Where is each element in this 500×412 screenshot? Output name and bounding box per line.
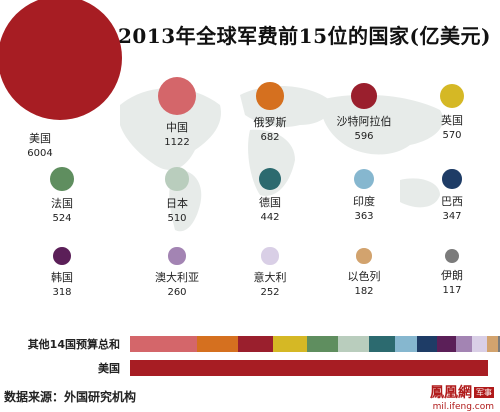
- country-name-2: 俄罗斯: [253, 115, 287, 129]
- country-name-12: 意大利: [253, 270, 287, 284]
- country-bubbles: 美国 6004 中国 1122 俄罗斯 682 沙特阿拉伯 596 英国 570 法国 524 日本 51…: [0, 0, 497, 299]
- country-value-11: 260: [167, 286, 187, 298]
- bubble-7: [259, 168, 281, 190]
- bar-segment-13: [486, 336, 498, 352]
- country-6: 日本 510: [132, 167, 222, 224]
- others-bar-label: 其他14国预算总和: [27, 338, 120, 351]
- country-name-1: 中国: [166, 121, 188, 134]
- country-value-14: 117: [442, 285, 462, 296]
- bubble-4: [439, 83, 465, 109]
- country-name-4: 英国: [441, 114, 463, 128]
- bar-segment-12: [471, 336, 487, 352]
- country-name-7: 德国: [259, 195, 281, 209]
- country-2: 俄罗斯 682: [225, 82, 315, 143]
- others-stacked-bar: [130, 336, 500, 352]
- country-name-0: 美国: [29, 132, 51, 145]
- bar-segment-5: [307, 336, 339, 352]
- country-name-14: 伊朗: [441, 269, 463, 282]
- country-name-3: 沙特阿拉伯: [336, 114, 392, 128]
- bar-segment-9: [416, 336, 438, 352]
- country-name-5: 法国: [51, 196, 73, 210]
- logo-url: mil.ifeng.com: [432, 402, 494, 412]
- country-7: 德国 442: [225, 168, 315, 223]
- country-value-13: 182: [354, 285, 374, 297]
- country-value-8: 363: [354, 210, 374, 222]
- country-10: 韩国 318: [17, 246, 107, 299]
- country-value-6: 510: [167, 212, 187, 224]
- bubble-10: [52, 246, 72, 266]
- country-1: 中国 1122: [132, 77, 222, 148]
- country-11: 澳大利亚 260: [132, 247, 222, 298]
- country-name-13: 以色列: [347, 269, 381, 283]
- bar-segment-6: [338, 336, 369, 352]
- country-value-9: 347: [442, 210, 462, 222]
- country-value-12: 252: [260, 286, 280, 298]
- country-12: 意大利 252: [225, 247, 315, 298]
- bar-segment-7: [368, 336, 396, 352]
- logo-main: 鳳凰網: [430, 385, 472, 401]
- world-map-background: [120, 85, 444, 232]
- country-value-5: 524: [52, 212, 72, 224]
- country-5: 法国 524: [17, 167, 107, 224]
- bubble-9: [442, 169, 462, 189]
- bubble-12: [261, 247, 279, 265]
- country-value-0: 6004: [27, 148, 53, 159]
- country-value-7: 442: [260, 211, 280, 223]
- bubble-5: [50, 167, 74, 191]
- country-value-4: 570: [442, 130, 462, 142]
- bar-segment-8: [395, 336, 417, 352]
- country-0: 美国 6004: [0, 126, 85, 159]
- country-name-11: 澳大利亚: [155, 270, 199, 284]
- country-8: 印度 363: [319, 169, 409, 222]
- bubble-2: [256, 82, 284, 110]
- ifeng-logo: 鳳凰網 军事 mil.ifeng.com: [430, 382, 494, 412]
- bar-segment-14: [497, 336, 500, 352]
- usa-bar-label: 美国: [98, 362, 120, 375]
- bar-segment-3: [237, 336, 274, 352]
- country-3: 沙特阿拉伯 596: [319, 83, 409, 142]
- bar-segment-10: [437, 336, 457, 352]
- bubble-13: [356, 248, 372, 264]
- usa-bar: [130, 360, 488, 376]
- bubble-0: [0, 0, 122, 120]
- bubble-14: [445, 249, 459, 263]
- bubble-11: [168, 247, 186, 265]
- logo-tag: 军事: [474, 387, 494, 398]
- bar-segment-4: [273, 336, 308, 352]
- country-value-10: 318: [52, 287, 72, 299]
- bubble-8: [354, 169, 374, 189]
- bubble-3: [351, 83, 377, 109]
- bar-segment-1: [130, 336, 197, 352]
- country-value-3: 596: [354, 130, 374, 142]
- country-9: 巴西 347: [407, 169, 497, 222]
- bar-segment-11: [456, 336, 472, 352]
- country-name-9: 巴西: [441, 194, 463, 208]
- country-name-6: 日本: [166, 196, 188, 210]
- chart-title: 2013年全球军费前15位的国家(亿美元): [118, 24, 491, 48]
- country-value-2: 682: [260, 131, 280, 143]
- bubble-6: [165, 167, 189, 191]
- country-14: 伊朗 117: [407, 249, 497, 296]
- country-value-1: 1122: [164, 137, 190, 148]
- bubble-1: [158, 77, 196, 115]
- country-4: 英国 570: [407, 83, 497, 142]
- data-source: 数据来源：外国研究机构: [4, 390, 137, 404]
- country-13: 以色列 182: [319, 248, 409, 297]
- country-name-8: 印度: [353, 194, 375, 208]
- bar-segment-2: [196, 336, 238, 352]
- country-name-10: 韩国: [51, 271, 73, 285]
